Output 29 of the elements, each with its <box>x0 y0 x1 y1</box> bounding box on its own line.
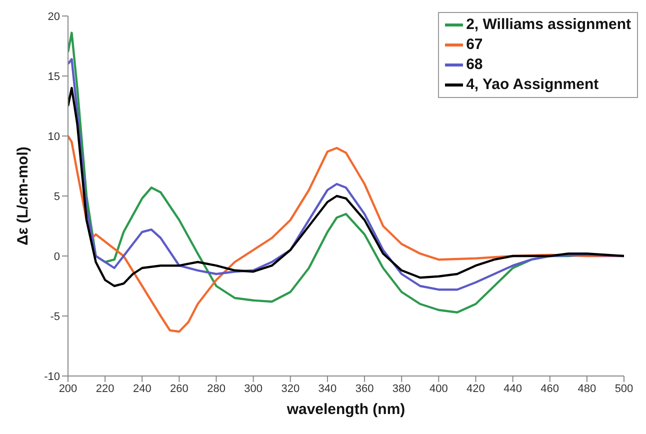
x-tick-label: 420 <box>466 382 485 395</box>
y-axis-title: Δε (L/cm-mol) <box>14 146 32 246</box>
x-tick-label: 480 <box>578 382 596 395</box>
x-tick-label: 460 <box>540 382 560 395</box>
y-tick-label: 15 <box>48 70 60 83</box>
x-tick-label: 440 <box>504 382 522 395</box>
y-tick-label: 5 <box>54 190 60 203</box>
y-tick-label: -10 <box>44 370 60 383</box>
y-tick-label: 10 <box>48 130 60 143</box>
x-tick-label: 320 <box>281 382 300 395</box>
x-tick-label: 300 <box>244 382 263 395</box>
legend-label: 67 <box>466 35 483 55</box>
x-tick-label: 240 <box>132 382 152 395</box>
x-tick-label: 500 <box>614 382 634 395</box>
x-tick-label: 360 <box>355 382 374 395</box>
y-tick-label: -5 <box>50 310 60 323</box>
y-tick-label: 0 <box>54 250 60 263</box>
x-tick-label: 340 <box>318 382 337 395</box>
legend-label: 2, Williams assignment <box>466 15 631 35</box>
x-tick-label: 260 <box>170 382 188 395</box>
x-tick-label: 200 <box>58 382 78 395</box>
y-tick-label: 20 <box>48 10 60 23</box>
x-tick-label: 380 <box>392 382 411 395</box>
x-axis-title: wavelength (nm) <box>286 401 406 418</box>
x-tick-label: 220 <box>96 382 114 395</box>
x-tick-label: 280 <box>207 382 226 395</box>
legend-label: 4, Yao Assignment <box>466 75 599 95</box>
legend-label: 68 <box>466 55 483 75</box>
x-tick-label: 400 <box>429 382 448 395</box>
